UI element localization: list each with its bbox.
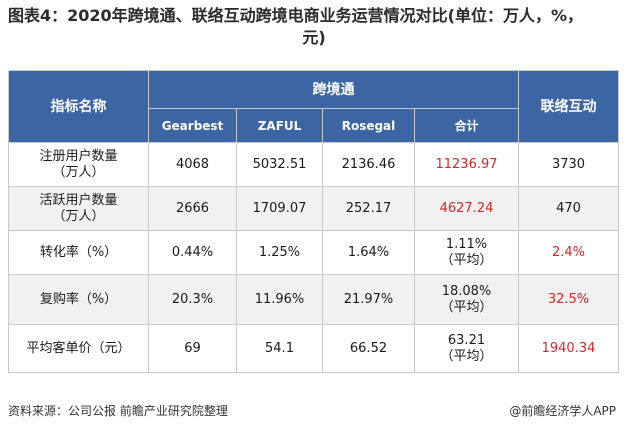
title-line1: 图表4：2020年跨境通、联络互动跨境电商业务运营情况对比(单位：万人，%， xyxy=(8,6,584,25)
title-line2: 元) xyxy=(302,28,326,47)
cell-rosegal: 2136.46 xyxy=(322,142,415,187)
table-row: 平均客单价（元） 69 54.1 66.52 63.21 （平均） 1940.34 xyxy=(8,324,619,373)
cell-gearbest: 2666 xyxy=(148,186,237,231)
cell-gearbest: 0.44% xyxy=(148,230,237,275)
subheader-gearbest: Gearbest xyxy=(148,108,237,143)
table-body: 注册用户数量 （万人） 4068 5032.51 2136.46 11236.97 3730… xyxy=(8,142,619,373)
cell-gearbest: 4068 xyxy=(148,142,237,187)
cell-lianluo: 3730 xyxy=(518,142,619,187)
cell-lianluo: 470 xyxy=(518,186,619,231)
cell-rosegal: 21.97% xyxy=(322,274,415,325)
cell-lianluo: 2.4% xyxy=(518,230,619,275)
header-metric: 指标名称 xyxy=(8,70,149,143)
row-label: 活跃用户数量 （万人） xyxy=(8,186,149,231)
cell-zaful: 11.96% xyxy=(236,274,323,325)
subheader-zaful: ZAFUL xyxy=(236,108,323,143)
table-row: 活跃用户数量 （万人） 2666 1709.07 252.17 4627.24 470 xyxy=(8,186,619,231)
comparison-table: 指标名称 跨境通 联络互动 Gearbest ZAFUL Rosegal 合计 … xyxy=(8,70,619,373)
cell-gearbest: 69 xyxy=(148,324,237,373)
table-row: 转化率（%） 0.44% 1.25% 1.64% 1.11% （平均） 2.4% xyxy=(8,230,619,275)
row-label: 注册用户数量 （万人） xyxy=(8,142,149,187)
table-row: 复购率（%） 20.3% 11.96% 21.97% 18.08% （平均） 32.5% xyxy=(8,274,619,325)
cell-gearbest: 20.3% xyxy=(148,274,237,325)
cell-rosegal: 66.52 xyxy=(322,324,415,373)
header-group-kuajingtong: 跨境通 xyxy=(148,70,519,109)
header-lianluo: 联络互动 xyxy=(518,70,619,143)
cell-total: 4627.24 xyxy=(414,186,519,231)
cell-lianluo: 1940.34 xyxy=(518,324,619,373)
row-label: 平均客单价（元） xyxy=(8,324,149,373)
cell-rosegal: 1.64% xyxy=(322,230,415,275)
cell-total: 11236.97 xyxy=(414,142,519,187)
cell-zaful: 1709.07 xyxy=(236,186,323,231)
cell-total: 18.08% （平均） xyxy=(414,274,519,325)
cell-lianluo: 32.5% xyxy=(518,274,619,325)
subheader-rosegal: Rosegal xyxy=(322,108,415,143)
source-note: 资料来源：公司公报 前瞻产业研究院整理 xyxy=(8,404,228,418)
subheader-total: 合计 xyxy=(414,108,519,143)
row-label: 转化率（%） xyxy=(8,230,149,275)
cell-total: 1.11% （平均） xyxy=(414,230,519,275)
table-row: 注册用户数量 （万人） 4068 5032.51 2136.46 11236.97 3730 xyxy=(8,142,619,187)
cell-zaful: 1.25% xyxy=(236,230,323,275)
cell-total: 63.21 （平均） xyxy=(414,324,519,373)
cell-zaful: 54.1 xyxy=(236,324,323,373)
row-label: 复购率（%） xyxy=(8,274,149,325)
brand-note: @前瞻经济学人APP xyxy=(509,404,616,418)
cell-zaful: 5032.51 xyxy=(236,142,323,187)
cell-rosegal: 252.17 xyxy=(322,186,415,231)
chart-title: 图表4：2020年跨境通、联络互动跨境电商业务运营情况对比(单位：万人，%， 元… xyxy=(8,5,620,49)
